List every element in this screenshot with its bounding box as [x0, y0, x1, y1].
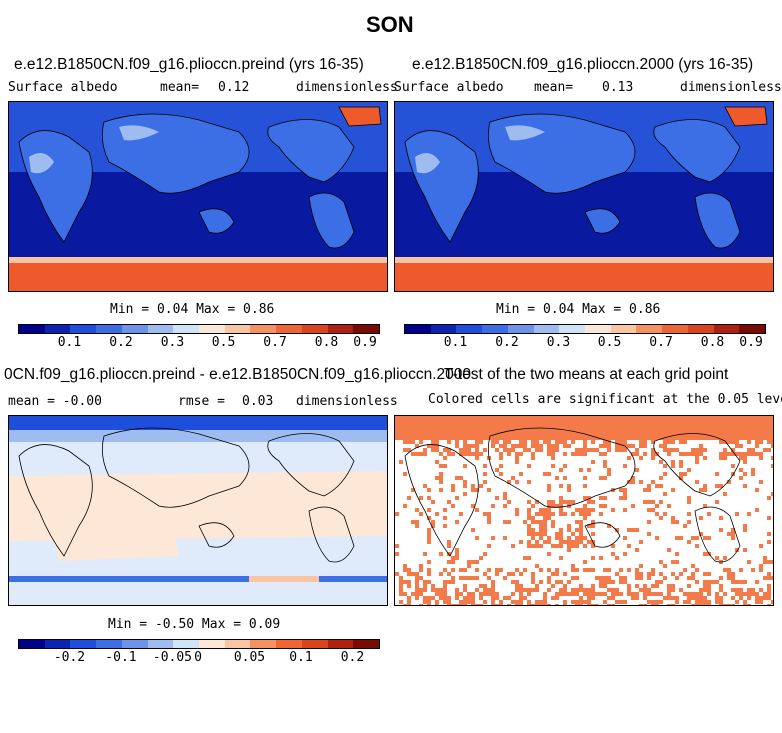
colorbar-tick-label: 0.1: [289, 650, 313, 665]
colorbar-swatch: [405, 325, 431, 333]
colorbar-tick-label: -0.1: [105, 650, 137, 665]
colorbar-swatch: [559, 325, 586, 333]
panel-1-colorbar-ticks: 0.1 0.2 0.3 0.5 0.7 0.8 0.9: [18, 335, 378, 351]
colorbar-swatch: [250, 325, 277, 333]
panel-3-colorbar-ticks: -0.2 -0.1 -0.05 0 0.05 0.1 0.2: [18, 650, 378, 666]
colorbar-swatch: [250, 640, 277, 648]
colorbar-swatch: [121, 325, 148, 333]
panel-2-stat-value: 0.13: [602, 80, 634, 95]
colorbar-tick-label: 0.2: [495, 335, 519, 350]
panel-1-minmax: Min = 0.04 Max = 0.86: [110, 302, 275, 317]
colorbar-tick-label: 0.5: [597, 335, 622, 350]
panel-3-variable: mean = -0.00: [8, 394, 102, 409]
colorbar-swatch: [44, 640, 71, 648]
figure-title: SON: [366, 12, 414, 37]
colorbar-swatch: [585, 325, 611, 333]
colorbar-swatch: [482, 325, 508, 333]
panel-3-minmax: Min = -0.50 Max = 0.09: [108, 617, 281, 632]
colorbar-tick-label: 0.8: [700, 335, 725, 350]
colorbar-swatch: [507, 325, 534, 333]
colorbar-swatch: [121, 640, 148, 648]
colorbar-swatch: [70, 640, 97, 648]
panel-4-subtitle: Colored cells are significant at the 0.0…: [428, 392, 782, 407]
panel-2-map: [394, 101, 774, 292]
panel-2-stat-label: mean=: [534, 80, 574, 95]
colorbar-swatch: [301, 325, 328, 333]
colorbar-swatch: [19, 640, 45, 648]
panel-4-title: T-test of the two means at each grid poi…: [444, 366, 729, 383]
panel-1-variable: Surface albedo: [8, 80, 118, 95]
panel-3-colorbar: [18, 639, 380, 649]
colorbar-swatch: [533, 325, 560, 333]
colorbar-swatch: [19, 325, 45, 333]
colorbar-tick-label: 0.7: [649, 335, 673, 350]
colorbar-tick-label: 0.05: [233, 650, 266, 665]
panel-3-map: [8, 415, 388, 606]
colorbar-swatch: [353, 325, 380, 333]
panel-3-map-svg: [9, 416, 387, 605]
colorbar-swatch: [687, 325, 714, 333]
panel-1-title: e.e12.B1850CN.f09_g16.plioccn.preind (yr…: [14, 56, 364, 73]
panel-1-colorbar: [18, 324, 380, 334]
colorbar-swatch: [739, 325, 766, 333]
colorbar-tick-label: 0.9: [353, 335, 377, 350]
colorbar-swatch: [636, 325, 663, 333]
colorbar-swatch: [96, 325, 122, 333]
colorbar-tick-label: 0.3: [546, 335, 571, 350]
colorbar-tick-label: 0.8: [314, 335, 339, 350]
colorbar-swatch: [276, 640, 302, 648]
colorbar-swatch: [662, 325, 688, 333]
colorbar-swatch: [96, 640, 122, 648]
panel-2-title: e.e12.B1850CN.f09_g16.plioccn.2000 (yrs …: [412, 56, 754, 73]
panel-4-map-svg: [395, 416, 773, 605]
panel-2-variable: Surface albedo: [394, 80, 504, 95]
colorbar-swatch: [173, 325, 200, 333]
panel-1-stat-label: mean=: [160, 80, 200, 95]
colorbar-tick-label: 0.9: [739, 335, 763, 350]
colorbar-swatch: [224, 640, 251, 648]
colorbar-tick-label: -0.2: [53, 650, 86, 665]
colorbar-swatch: [44, 325, 71, 333]
panel-1-map-svg: [9, 102, 387, 291]
panel-1-units: dimensionless: [296, 80, 398, 95]
panel-2-colorbar-ticks: 0.1 0.2 0.3 0.5 0.7 0.8 0.9: [404, 335, 764, 351]
colorbar-swatch: [456, 325, 483, 333]
colorbar-swatch: [199, 640, 225, 648]
colorbar-swatch: [353, 640, 380, 648]
colorbar-swatch: [276, 325, 302, 333]
colorbar-swatch: [199, 325, 225, 333]
panel-2-colorbar: [404, 324, 766, 334]
colorbar-swatch: [70, 325, 97, 333]
colorbar-swatch: [327, 325, 354, 333]
panel-3-stat-value: 0.03: [242, 394, 274, 409]
colorbar-tick-label: 0.7: [263, 335, 287, 350]
colorbar-tick-label: 0.2: [109, 335, 133, 350]
colorbar-swatch: [224, 325, 251, 333]
panel-3-units: dimensionless: [296, 394, 398, 409]
panel-2-units: dimensionless: [680, 80, 782, 95]
panel-1-map: [8, 101, 388, 292]
panel-3-title: 0CN.f09_g16.plioccn.preind - e.e12.B1850…: [4, 366, 472, 383]
colorbar-tick-label: 0.3: [160, 335, 185, 350]
colorbar-swatch: [147, 325, 174, 333]
colorbar-tick-label: 0.2: [340, 650, 365, 665]
colorbar-swatch: [713, 325, 740, 333]
colorbar-swatch: [327, 640, 354, 648]
colorbar-swatch: [430, 325, 457, 333]
panel-2-map-svg: [395, 102, 773, 291]
panel-1-stat-value: 0.12: [218, 80, 250, 95]
colorbar-tick-label: 0: [194, 650, 202, 665]
colorbar-swatch: [147, 640, 174, 648]
colorbar-tick-label: 0.1: [57, 335, 82, 350]
panel-2-minmax: Min = 0.04 Max = 0.86: [496, 302, 661, 317]
colorbar-swatch: [301, 640, 328, 648]
colorbar-tick-label: 0.1: [443, 335, 468, 350]
colorbar-swatch: [173, 640, 200, 648]
panel-3-stat-label: rmse =: [178, 394, 225, 409]
panel-4-map: [394, 415, 774, 606]
colorbar-swatch: [610, 325, 637, 333]
colorbar-tick-label: -0.05: [152, 650, 193, 665]
colorbar-tick-label: 0.5: [211, 335, 236, 350]
